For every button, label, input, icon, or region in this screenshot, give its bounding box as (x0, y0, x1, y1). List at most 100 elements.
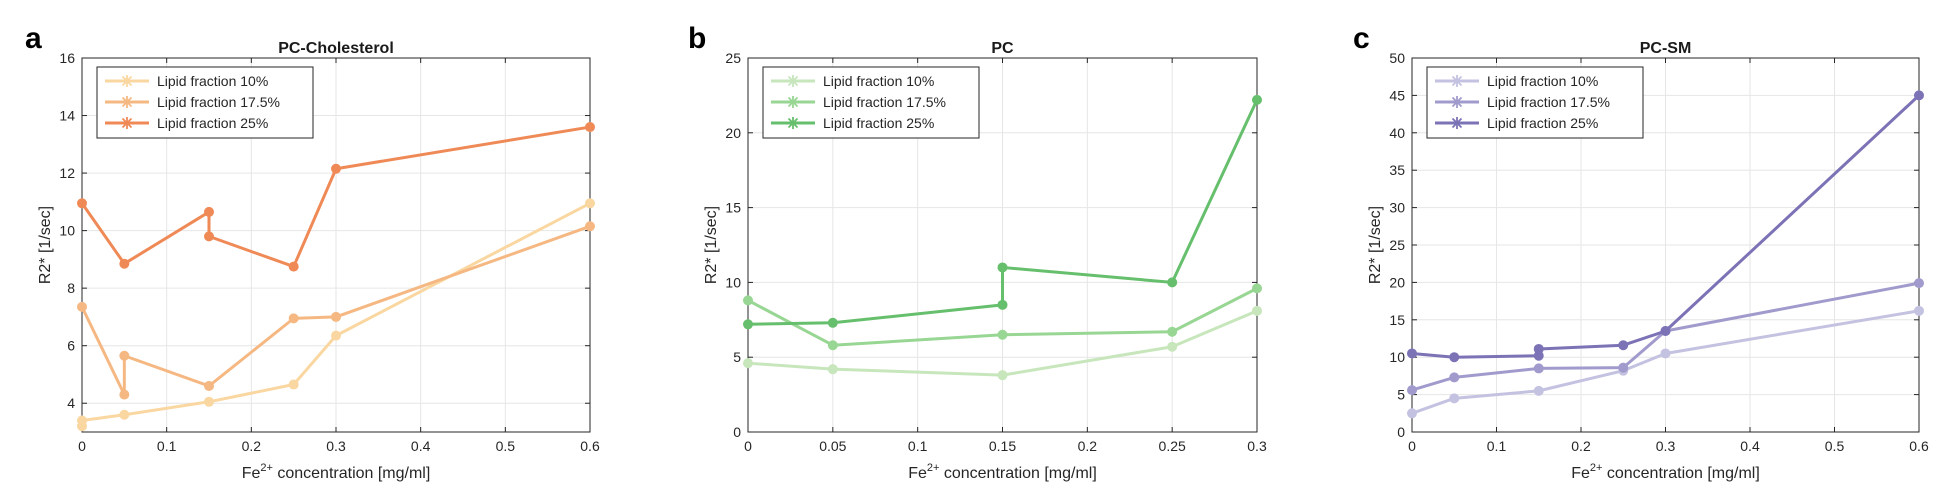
panel-b: b PC 0 0.05 0.1 0.15 0.2 0.25 0.3 0 5 10 15 20 25 Fe2+ … (688, 22, 1267, 482)
series-1 (1407, 305, 1924, 419)
legend-label: Lipid fraction 25% (1487, 115, 1598, 131)
data-point (1167, 326, 1178, 337)
panel-a: a PC-Cholesterol 0 0.1 0.2 0.3 0.4 0.5 0.6 4 6 8 10 1… (25, 22, 600, 482)
y-tick-label: 0 (1397, 424, 1405, 440)
data-point (1914, 90, 1924, 101)
x-tick-label: 0.5 (496, 438, 516, 454)
x-tick-label: 0.05 (819, 438, 846, 454)
data-point (204, 231, 214, 242)
data-point (585, 221, 595, 232)
legend-label: Lipid fraction 10% (823, 73, 934, 89)
asterisk-stroke (121, 75, 133, 87)
x-tick-label: 0.3 (326, 438, 346, 454)
legend-item: Lipid fraction 25% (771, 115, 934, 131)
y-tick-label: 6 (67, 338, 75, 354)
asterisk-stroke (1451, 75, 1463, 87)
data-point (119, 409, 130, 420)
y-tick-label: 35 (1389, 162, 1405, 178)
legend: Lipid fraction 10% Lipid fraction 17.5% Li… (96, 66, 314, 139)
x-axis-label: Fe2+ concentration [mg/ml] (908, 462, 1097, 482)
x-axis-label-main: Fe (1571, 465, 1590, 482)
y-tick-label: 0 (733, 424, 741, 440)
y-tick-label: 10 (59, 223, 75, 239)
legend-item: Lipid fraction 10% (1435, 73, 1598, 89)
x-tick-label: 0.1 (908, 438, 928, 454)
data-point (827, 317, 838, 328)
data-point (1533, 363, 1544, 374)
data-point (827, 364, 838, 375)
panel-letter: a (25, 22, 42, 55)
x-tick-label: 0.25 (1159, 438, 1186, 454)
x-tick-label: 0.1 (157, 438, 177, 454)
data-point (1533, 343, 1544, 354)
data-point (288, 313, 299, 324)
data-point (204, 396, 214, 407)
x-tick-label: 0 (744, 438, 752, 454)
data-point (1449, 352, 1460, 363)
y-tick-label: 15 (1389, 312, 1405, 328)
data-point (1914, 305, 1924, 316)
x-tick-label: 0.5 (1825, 438, 1845, 454)
asterisk-marker-icon (1451, 96, 1463, 108)
x-tick-label: 0.2 (242, 438, 262, 454)
y-tick-label: 20 (1389, 274, 1405, 290)
y-tick-label: 15 (725, 200, 741, 216)
panel-letter: b (688, 22, 706, 55)
data-point (119, 258, 130, 269)
series-line (746, 98, 1259, 326)
data-point (1252, 305, 1262, 316)
series-line (1410, 309, 1921, 415)
x-tick-label: 0.15 (989, 438, 1016, 454)
data-point (119, 389, 130, 400)
series-3 (743, 94, 1262, 330)
data-point (77, 198, 87, 209)
x-tick-label: 0.2 (1571, 438, 1591, 454)
y-axis-label: R2* [1/sec] (703, 206, 720, 284)
x-axis-label-superscript: 2+ (1590, 462, 1603, 474)
asterisk-stroke (1451, 96, 1463, 108)
x-tick-label: 0 (78, 438, 86, 454)
data-point (288, 379, 299, 390)
x-tick-label: 0.4 (411, 438, 431, 454)
data-point (1407, 385, 1417, 396)
data-point (331, 330, 341, 341)
y-tick-label: 5 (1397, 387, 1405, 403)
asterisk-stroke (121, 96, 133, 108)
x-tick-label: 0 (1408, 438, 1416, 454)
asterisk-stroke (1451, 117, 1463, 129)
x-tick-label: 0.1 (1487, 438, 1507, 454)
x-tick-label: 0.3 (1656, 438, 1676, 454)
x-axis-label-main: Fe (908, 465, 927, 482)
asterisk-marker-icon (787, 117, 799, 129)
x-axis-label-superscript: 2+ (260, 462, 273, 474)
x-tick-label: 0.6 (1909, 438, 1929, 454)
data-point (1407, 408, 1417, 419)
legend-label: Lipid fraction 17.5% (1487, 94, 1610, 110)
series-2 (77, 221, 595, 400)
x-axis-label: Fe2+ concentration [mg/ml] (1571, 462, 1760, 482)
legend-label: Lipid fraction 10% (1487, 73, 1598, 89)
asterisk-marker-icon (787, 96, 799, 108)
data-point (77, 415, 87, 426)
data-point (1914, 278, 1924, 289)
data-point (1407, 348, 1417, 359)
y-tick-label: 30 (1389, 200, 1405, 216)
panel-letter: c (1353, 22, 1370, 55)
legend-label: Lipid fraction 10% (157, 73, 268, 89)
y-tick-label: 5 (733, 349, 741, 365)
data-point (827, 340, 838, 351)
series-3 (1407, 90, 1924, 363)
data-point (331, 163, 341, 174)
y-axis-label: R2* [1/sec] (37, 206, 54, 284)
y-tick-label: 45 (1389, 87, 1405, 103)
y-tick-label: 10 (725, 274, 741, 290)
x-axis-label-rest: concentration [mg/ml] (1602, 465, 1759, 482)
asterisk-marker-icon (121, 96, 133, 108)
y-tick-label: 50 (1389, 50, 1405, 66)
legend-label: Lipid fraction 25% (157, 115, 268, 131)
asterisk-marker-icon (1451, 75, 1463, 87)
data-point (1660, 326, 1671, 337)
x-tick-label: 0.3 (1247, 438, 1267, 454)
asterisk-stroke (787, 75, 799, 87)
